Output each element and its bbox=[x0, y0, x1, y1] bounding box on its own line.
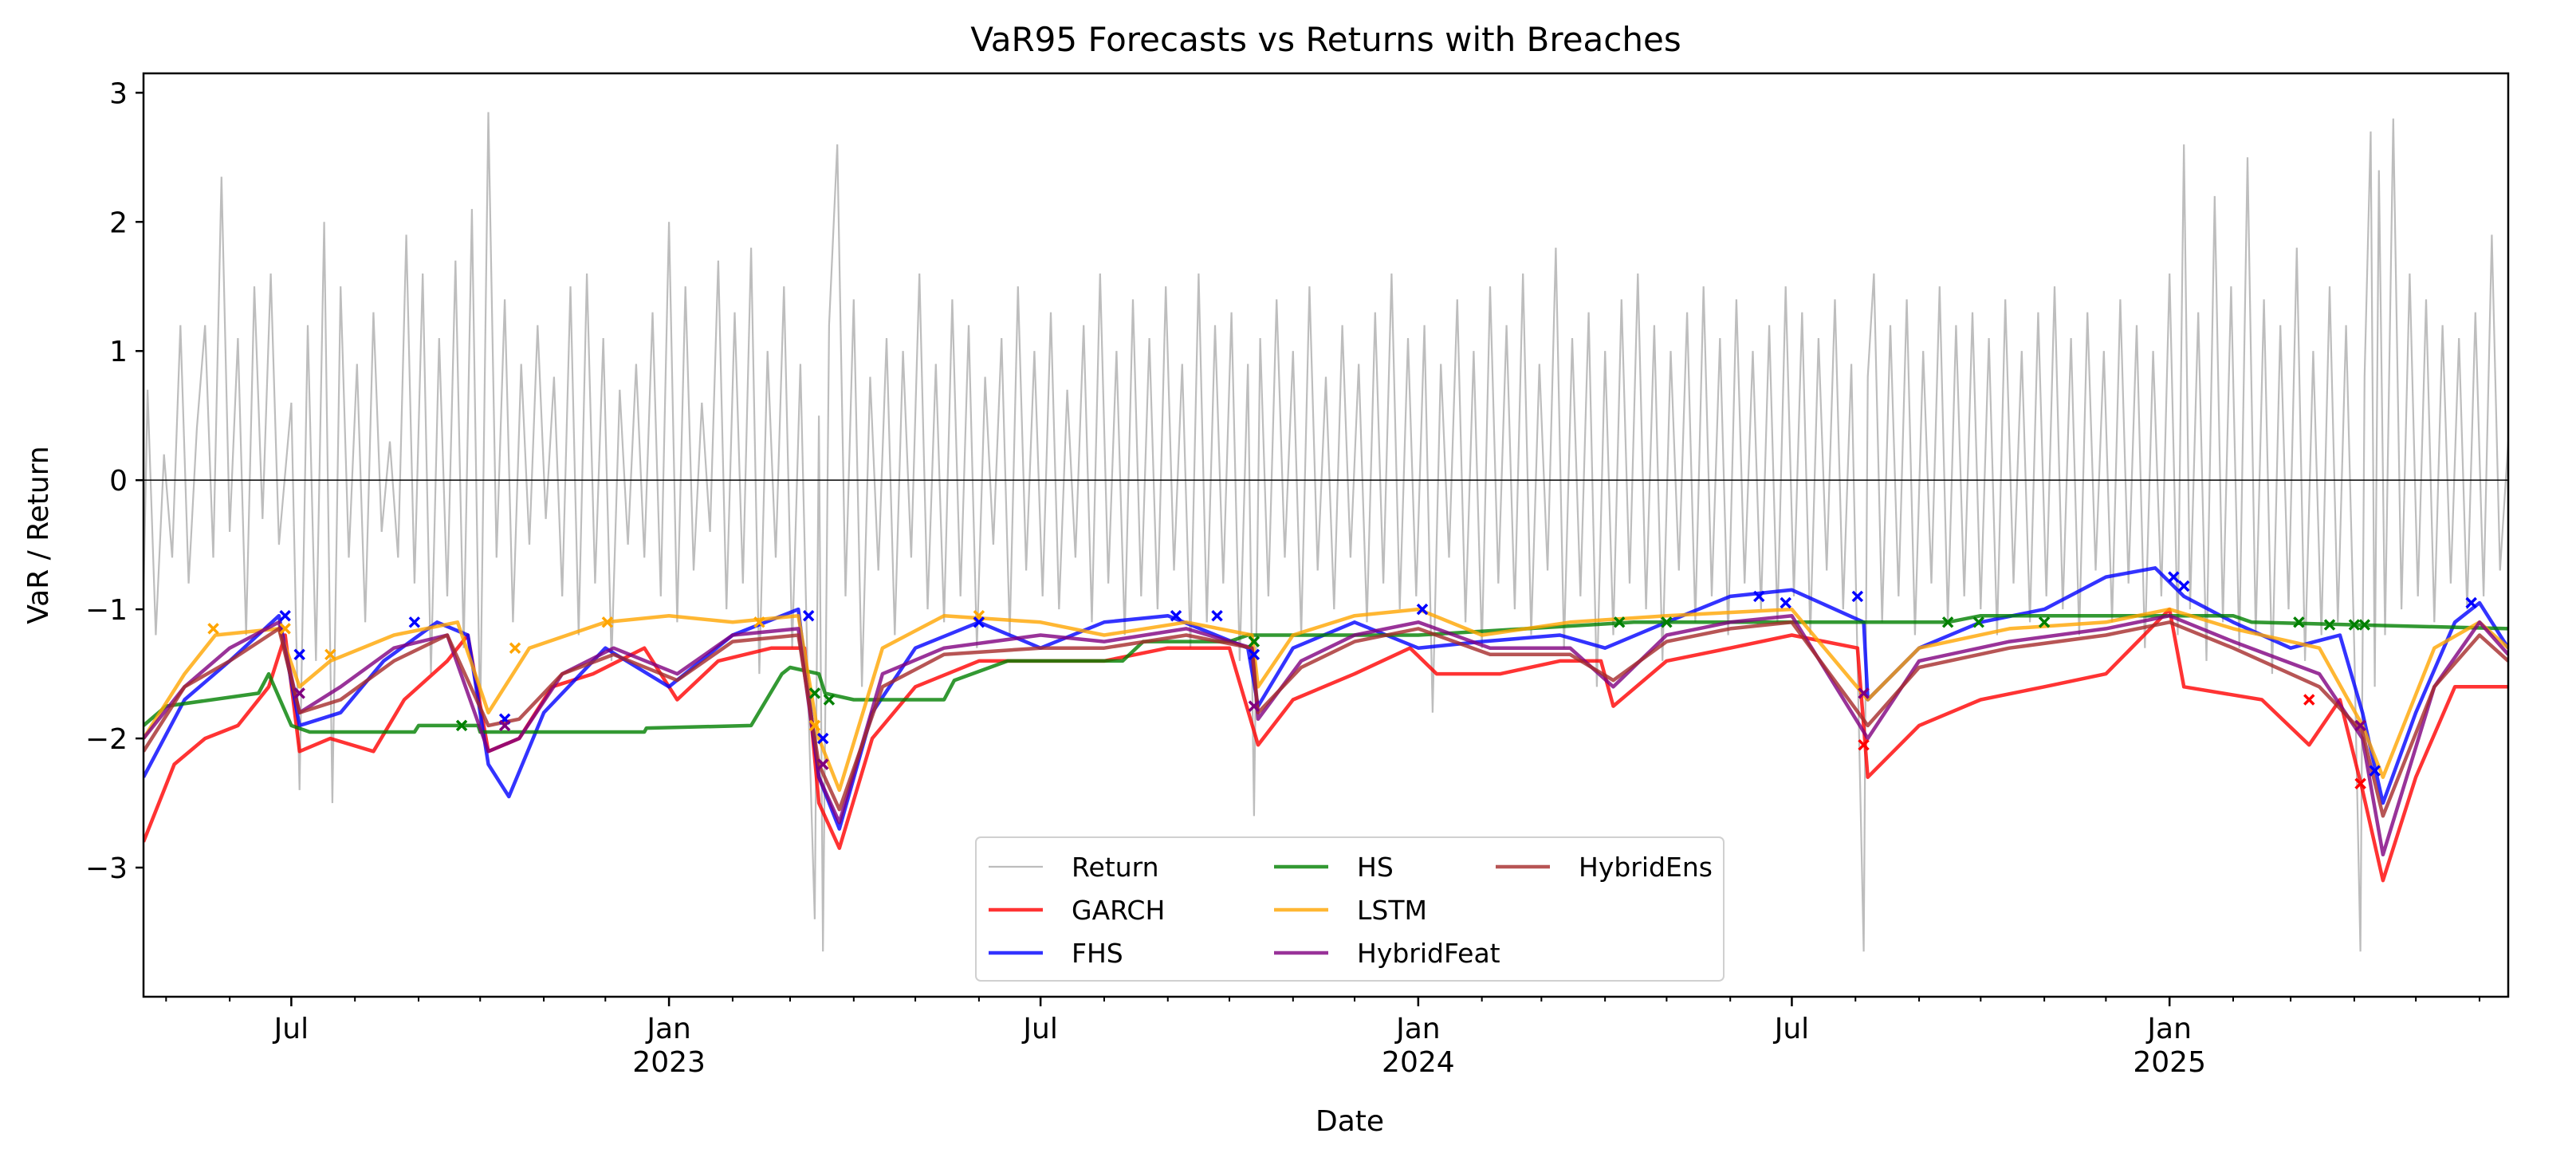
y-tick-label: 2 bbox=[109, 207, 128, 239]
legend: Return GARCH FHS HS LSTM HybridFeat HybridEns bbox=[975, 836, 1725, 982]
series-line-hybridens bbox=[144, 620, 2508, 818]
breach-marker-hs bbox=[1248, 636, 1260, 647]
y-tick-label: −1 bbox=[85, 594, 128, 627]
breach-marker-fhs bbox=[1780, 596, 1791, 609]
x-tick-label: Jul bbox=[1773, 1013, 1809, 1045]
breach-marker-hs bbox=[455, 719, 468, 732]
chart-title: VaR95 Forecasts vs Returns with Breaches bbox=[970, 20, 1681, 59]
breach-marker-hybridfeat bbox=[498, 719, 511, 732]
breach-marker-garch bbox=[1858, 738, 1870, 751]
y-tick-label: 3 bbox=[109, 77, 128, 110]
breach-marker-fhs bbox=[279, 609, 291, 622]
breach-marker-lstm bbox=[808, 719, 821, 732]
breach-marker-hybridfeat bbox=[2354, 719, 2366, 732]
breach-marker-lstm bbox=[753, 616, 765, 628]
breach-marker-fhs bbox=[1416, 603, 1429, 616]
breach-marker-fhs bbox=[1211, 609, 1223, 622]
x-tick-label: Jan bbox=[2145, 1013, 2192, 1045]
legend-box bbox=[975, 836, 1725, 982]
breach-marker-fhs bbox=[2369, 765, 2381, 777]
x-tick-label: Jul bbox=[273, 1013, 309, 1045]
breach-marker-hs bbox=[1972, 616, 1984, 628]
breach-marker-hs bbox=[2323, 619, 2336, 631]
y-tick-label: 1 bbox=[109, 336, 128, 368]
breach-marker-fhs bbox=[1753, 590, 1765, 603]
breach-marker-lstm bbox=[279, 623, 291, 635]
legend-label-return: Return bbox=[1072, 852, 1159, 883]
breach-marker-lstm bbox=[324, 648, 336, 661]
x-tick-label: Jul bbox=[1021, 1013, 1057, 1045]
x-tick-year-label: 2024 bbox=[1382, 1046, 1455, 1079]
plot-area bbox=[144, 112, 2508, 952]
breach-marker-fhs bbox=[408, 616, 421, 628]
y-axis-label: VaR / Return bbox=[22, 446, 55, 624]
breach-marker-hs bbox=[2358, 619, 2371, 631]
breach-marker-fhs bbox=[802, 609, 815, 622]
breach-marker-fhs bbox=[1248, 648, 1260, 661]
breach-marker-hybridfeat bbox=[1858, 687, 1870, 699]
breach-marker-fhs bbox=[293, 648, 305, 661]
breach-marker-fhs bbox=[1170, 609, 1182, 622]
breach-marker-hs bbox=[823, 694, 836, 706]
legend-label-hybridfeat: HybridFeat bbox=[1357, 938, 1500, 969]
breach-marker-fhs bbox=[816, 732, 829, 745]
breach-marker-hs bbox=[808, 687, 821, 699]
breach-marker-lstm bbox=[509, 642, 521, 654]
breach-marker-garch bbox=[2303, 694, 2315, 706]
breach-marker-fhs bbox=[2465, 596, 2477, 609]
legend-label-hybridens: HybridEns bbox=[1579, 852, 1713, 883]
breach-marker-lstm bbox=[207, 623, 219, 635]
breach-marker-garch bbox=[2354, 777, 2366, 790]
breach-marker-hs bbox=[2293, 616, 2305, 628]
series-line-lstm bbox=[144, 607, 2508, 793]
breach-marker-fhs bbox=[2168, 571, 2180, 583]
y-tick-label: −3 bbox=[85, 852, 128, 885]
breach-marker-hs bbox=[1661, 616, 1673, 628]
series-line-hs bbox=[144, 613, 2508, 734]
legend-label-hs: HS bbox=[1357, 852, 1394, 883]
breach-marker-hs bbox=[1613, 616, 1626, 628]
y-tick-label: 0 bbox=[109, 465, 128, 498]
breach-marker-hs bbox=[2348, 619, 2361, 631]
breach-marker-hybridfeat bbox=[816, 758, 829, 770]
x-tick-label: Jan bbox=[1394, 1013, 1441, 1045]
legend-label-garch: GARCH bbox=[1072, 895, 1165, 926]
return-series-line bbox=[144, 112, 2508, 952]
breach-marker-fhs bbox=[1851, 590, 1864, 603]
breach-marker-fhs bbox=[2177, 580, 2190, 592]
x-tick-year-label: 2025 bbox=[2133, 1046, 2206, 1079]
breach-marker-lstm bbox=[601, 616, 614, 628]
y-tick-label: −2 bbox=[85, 723, 128, 756]
x-axis-label: Date bbox=[1316, 1105, 1384, 1138]
legend-label-fhs: FHS bbox=[1072, 938, 1123, 969]
breach-marker-hybridfeat bbox=[293, 687, 305, 699]
series-line-garch bbox=[144, 607, 2508, 883]
breach-marker-hs bbox=[2038, 616, 2051, 628]
x-tick-label: Jan bbox=[645, 1013, 691, 1045]
breach-marker-hs bbox=[1941, 616, 1954, 628]
breach-marker-hybridfeat bbox=[1248, 700, 1260, 712]
plot-frame bbox=[142, 72, 2510, 998]
x-tick-year-label: 2023 bbox=[632, 1046, 706, 1079]
legend-label-lstm: LSTM bbox=[1357, 895, 1427, 926]
breach-marker-fhs bbox=[973, 616, 985, 628]
